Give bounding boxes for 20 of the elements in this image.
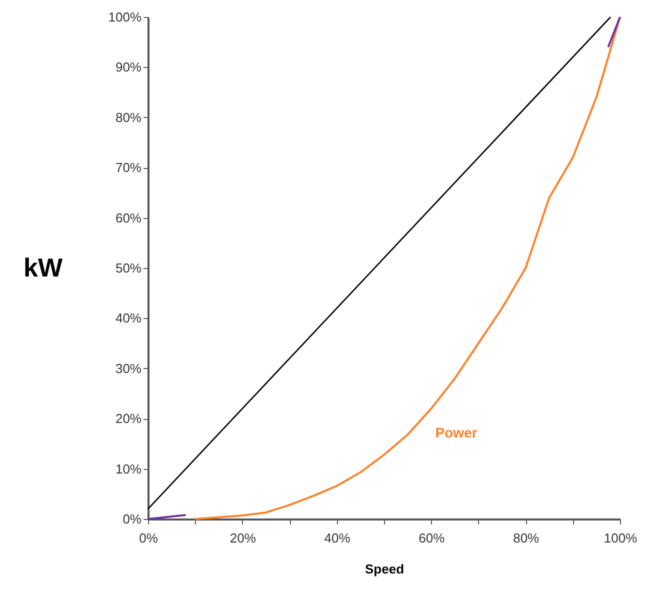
y-tick-label: 40% <box>115 310 142 326</box>
y-tick-label: 20% <box>115 411 142 426</box>
y-axis-title: kW <box>24 252 63 282</box>
y-tick-label: 60% <box>115 210 142 226</box>
x-tick-label: 80% <box>513 530 540 546</box>
x-tick-label: 60% <box>418 530 446 546</box>
x-axis-title: Speed <box>364 562 404 576</box>
y-tick-label: 100% <box>108 10 142 24</box>
y-tick-label: 90% <box>115 60 142 75</box>
y-tick-label: 70% <box>115 160 142 176</box>
y-tick-label: 0% <box>122 512 142 526</box>
y-tick-label: 50% <box>115 260 142 276</box>
x-tick-label: 20% <box>230 530 256 546</box>
series-label: Power <box>435 424 478 441</box>
x-tick-label: 0% <box>139 530 158 546</box>
y-tick-label: 30% <box>115 360 142 376</box>
x-tick-label: 100% <box>604 530 638 546</box>
x-tick-label: 40% <box>324 530 351 546</box>
y-tick-label: 10% <box>115 461 142 476</box>
y-tick-label: 80% <box>115 110 142 125</box>
